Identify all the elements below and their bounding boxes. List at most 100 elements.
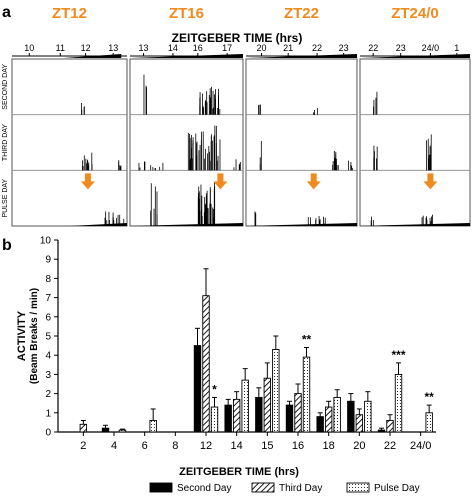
x-tick-label: 24/0 bbox=[410, 440, 431, 452]
tick-label: 14 bbox=[168, 43, 178, 53]
bar-hatch bbox=[79, 423, 88, 433]
x-tick-label: 16 bbox=[292, 440, 304, 452]
bar-dotted bbox=[425, 412, 433, 433]
tick-label: 22 bbox=[312, 43, 322, 53]
bar-solid bbox=[316, 416, 324, 433]
bar-hatch bbox=[263, 377, 272, 433]
bar-solid bbox=[255, 396, 263, 433]
x-tick-label: 12 bbox=[200, 440, 212, 452]
tick-label: 23 bbox=[396, 43, 406, 53]
y-tick-label: 0 bbox=[45, 428, 51, 439]
bar-solid bbox=[101, 427, 110, 433]
down-arrow-icon bbox=[306, 173, 321, 190]
bar-hatch bbox=[202, 295, 210, 433]
light-dark-wedge bbox=[130, 54, 243, 58]
legend-swatch bbox=[346, 482, 370, 493]
zt-header: ZT12 bbox=[52, 5, 87, 22]
panel-a-label: a bbox=[2, 4, 11, 21]
y-tick-label: 9 bbox=[45, 255, 51, 266]
x-tick-label: 18 bbox=[323, 440, 335, 452]
down-arrow-icon bbox=[423, 173, 438, 190]
y-tick-label: 1 bbox=[45, 408, 51, 419]
bar-hatch bbox=[386, 420, 394, 433]
significance-marker: * bbox=[212, 382, 217, 396]
legend-label: Third Day bbox=[279, 483, 322, 494]
light-dark-wedge bbox=[246, 54, 357, 58]
tick-label: 13 bbox=[108, 43, 118, 53]
zt-header: ZT24/0 bbox=[391, 5, 439, 22]
zt-header: ZT22 bbox=[284, 5, 319, 22]
tick-label: 10 bbox=[24, 43, 34, 53]
actogram-panel: ZT12 10 11 12 13 ZT16 13 14 16 17 ZT22 20 21 22 23 ZT24… bbox=[2, 5, 471, 227]
significance-marker: ** bbox=[302, 333, 312, 347]
y-tick-label: 3 bbox=[45, 370, 51, 381]
down-arrow-icon bbox=[213, 173, 228, 190]
bar-solid bbox=[347, 400, 355, 433]
x-tick-label: 22 bbox=[384, 440, 396, 452]
bar-solid bbox=[224, 404, 232, 433]
panel-a-title: ZEITGEBER TIME (hrs) bbox=[172, 31, 303, 45]
actogram-frame bbox=[11, 58, 128, 227]
actogram-frame bbox=[359, 58, 471, 227]
light-dark-wedge bbox=[246, 223, 357, 226]
tick-label: 22 bbox=[368, 43, 378, 53]
x-tick-label: 15 bbox=[261, 440, 273, 452]
x-tick-label: 4 bbox=[111, 440, 117, 452]
tick-label: 20 bbox=[257, 43, 267, 53]
light-dark-wedge bbox=[130, 223, 243, 226]
light-dark-wedge bbox=[63, 54, 122, 58]
bar-dotted bbox=[210, 406, 219, 433]
y-tick-label: 5 bbox=[45, 332, 51, 343]
bar-dotted bbox=[241, 379, 249, 433]
bar-dotted bbox=[118, 429, 127, 433]
down-arrow-icon bbox=[80, 173, 95, 190]
tick-label: 16 bbox=[193, 43, 203, 53]
row-label: PULSE DAY bbox=[2, 178, 9, 217]
y-tick-label: 8 bbox=[45, 274, 51, 285]
y-tick-label: 6 bbox=[45, 312, 51, 323]
y-tick-label: 4 bbox=[45, 351, 51, 362]
tick-label: 11 bbox=[56, 43, 65, 53]
tick-label: 17 bbox=[222, 43, 232, 53]
significance-marker: *** bbox=[391, 348, 405, 362]
bar-dotted bbox=[364, 400, 372, 433]
x-tick-label: 6 bbox=[142, 440, 148, 452]
x-tick-label: 8 bbox=[172, 440, 178, 452]
bar-hatch bbox=[232, 398, 241, 433]
actogram-frame bbox=[129, 58, 244, 227]
bar-dotted bbox=[272, 348, 280, 433]
bar-hatch bbox=[324, 406, 333, 433]
x-tick-label: 20 bbox=[353, 440, 365, 452]
tick-label: 21 bbox=[283, 43, 293, 53]
tick-label: 13 bbox=[139, 43, 149, 53]
bar-dotted bbox=[333, 396, 341, 433]
x-tick-label: 2 bbox=[80, 440, 86, 452]
bar-solid bbox=[193, 345, 202, 433]
bar-dotted bbox=[302, 356, 311, 433]
legend-swatch bbox=[251, 482, 275, 493]
light-dark-wedge bbox=[69, 223, 127, 226]
y-axis-units: (Beam Breaks / min) bbox=[29, 288, 40, 384]
bar-hatch bbox=[355, 414, 364, 433]
actogram-frame bbox=[245, 58, 358, 227]
bar-dotted bbox=[394, 373, 403, 433]
y-tick-label: 7 bbox=[45, 293, 51, 304]
tick-label: 12 bbox=[81, 43, 91, 53]
tick-label: 23 bbox=[339, 43, 349, 53]
legend-label: Pulse Day bbox=[374, 483, 420, 494]
legend-swatch bbox=[149, 482, 173, 493]
light-dark-wedge bbox=[360, 223, 470, 226]
row-label: THIRD DAY bbox=[2, 124, 9, 162]
tick-label: 24/0 bbox=[422, 43, 440, 53]
significance-marker: ** bbox=[424, 390, 434, 404]
y-tick-label: 2 bbox=[45, 389, 51, 400]
x-tick-label: 14 bbox=[231, 440, 243, 452]
y-tick-label: 10 bbox=[40, 236, 52, 247]
bar-solid bbox=[285, 404, 294, 433]
tick-label: 1 bbox=[454, 43, 459, 53]
zt-header: ZT16 bbox=[169, 5, 204, 22]
row-label: SECOND DAY bbox=[2, 64, 9, 110]
bar-dotted bbox=[149, 420, 157, 433]
